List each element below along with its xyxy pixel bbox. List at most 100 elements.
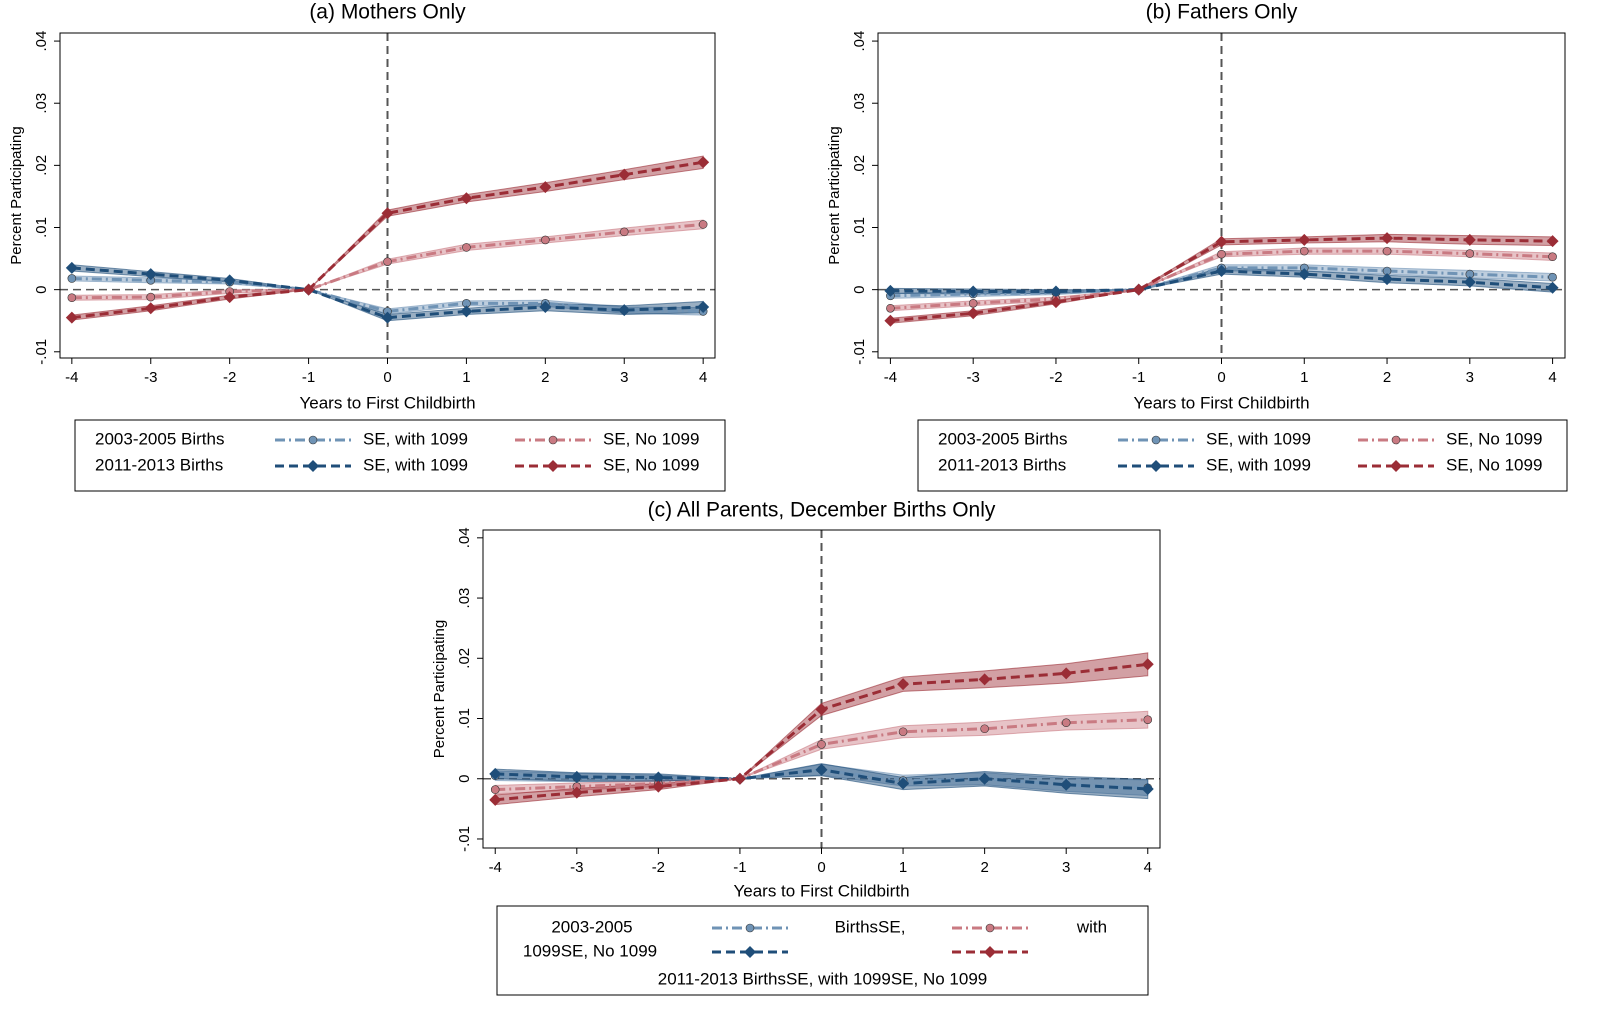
legend-label: 1099SE, No 1099	[523, 941, 657, 960]
marker	[897, 678, 910, 691]
y-tick-label: .04	[33, 31, 50, 52]
legend-label: BirthsSE,	[835, 917, 906, 936]
marker	[1215, 235, 1228, 248]
marker	[697, 156, 710, 169]
y-tick-label: .01	[456, 708, 473, 729]
x-tick-label: 3	[1062, 859, 1070, 876]
x-tick-label: 3	[1466, 369, 1474, 386]
y-axis-label: Percent Participating	[8, 126, 25, 264]
y-tick-label: 0	[456, 775, 473, 783]
legend-box	[496, 905, 1149, 996]
marker	[462, 243, 471, 252]
marker	[570, 786, 583, 799]
chart-title: (a) Mothers Only	[309, 1, 466, 24]
y-tick-label: .04	[851, 31, 868, 52]
x-tick-label: -4	[884, 369, 897, 386]
x-tick-label: 4	[699, 369, 707, 386]
legend-marker	[745, 923, 755, 933]
marker	[1465, 249, 1475, 258]
x-axis-label: Years to First Childbirth	[1133, 393, 1309, 412]
marker	[1141, 782, 1154, 795]
y-tick-label: .03	[456, 588, 473, 609]
marker	[460, 192, 473, 205]
legend-marker	[547, 460, 559, 472]
marker	[618, 304, 631, 317]
marker	[815, 703, 828, 716]
legend-group: 2011-2013 Births	[938, 455, 1066, 474]
marker	[1548, 252, 1557, 262]
legend-label: SE, No 1099	[603, 429, 699, 448]
legend-label: SE, No 1099	[603, 455, 699, 474]
marker	[1299, 246, 1309, 256]
marker	[489, 793, 502, 806]
chart-title: (b) Fathers Only	[1146, 1, 1298, 24]
legend-label: with	[1076, 917, 1107, 936]
marker	[698, 220, 708, 229]
y-tick-label: .02	[33, 155, 50, 176]
marker	[884, 284, 897, 297]
legend-group: 2003-2005 Births	[938, 429, 1067, 448]
legend-box	[74, 419, 726, 492]
legend-marker	[308, 435, 318, 445]
x-tick-label: -3	[144, 369, 157, 386]
marker	[144, 302, 157, 315]
chart-title: (c) All Parents, December Births Only	[648, 499, 996, 522]
marker	[381, 207, 394, 220]
legend-label: SE, with 1099	[1206, 455, 1311, 474]
marker	[1049, 296, 1062, 309]
series-line	[890, 236, 1553, 323]
marker	[489, 767, 502, 780]
y-tick-label: .02	[456, 648, 473, 669]
legend-label: SE, with 1099	[1206, 429, 1311, 448]
x-tick-label: -1	[302, 369, 315, 386]
x-tick-label: -2	[652, 859, 665, 876]
marker	[619, 227, 629, 237]
marker	[67, 274, 77, 283]
marker	[1463, 276, 1476, 289]
y-tick-label: -.01	[33, 339, 50, 365]
marker	[144, 268, 157, 281]
marker	[146, 292, 156, 302]
marker	[618, 168, 631, 181]
x-tick-label: 1	[462, 369, 470, 386]
marker	[897, 777, 910, 790]
marker	[1381, 232, 1394, 245]
x-tick-label: 0	[1217, 369, 1225, 386]
legend-label: SE, with 1099	[363, 429, 468, 448]
marker	[67, 293, 77, 303]
series-line	[71, 266, 704, 320]
legend-label: SE, No 1099	[1446, 455, 1542, 474]
y-tick-label: .01	[33, 217, 50, 238]
marker	[978, 772, 991, 785]
legend-marker	[548, 435, 558, 445]
y-tick-label: -.01	[456, 826, 473, 852]
legend-marker	[744, 946, 756, 958]
x-tick-label: -4	[489, 859, 502, 876]
marker	[967, 285, 980, 298]
series-line	[890, 269, 1553, 294]
x-tick-label: 0	[817, 859, 825, 876]
legend-label: 2011-2013 BirthsSE, with 1099SE, No 1099	[658, 969, 988, 988]
series-line	[890, 266, 1553, 298]
y-tick-label: 0	[851, 285, 868, 293]
x-tick-label: -4	[65, 369, 78, 386]
marker	[1298, 233, 1311, 246]
x-tick-label: 0	[383, 369, 391, 386]
y-tick-label: .02	[851, 155, 868, 176]
y-axis-label: Percent Participating	[431, 620, 448, 758]
marker	[968, 299, 978, 308]
marker	[815, 763, 828, 776]
plot-frame	[59, 32, 716, 359]
marker	[1381, 273, 1394, 286]
marker	[490, 785, 500, 794]
marker	[65, 311, 78, 324]
y-tick-label: .03	[33, 93, 50, 114]
marker	[1060, 667, 1073, 680]
x-tick-label: 4	[1548, 369, 1556, 386]
marker	[1061, 718, 1071, 728]
x-tick-label: 1	[1300, 369, 1308, 386]
legend-label: 2003-2005	[551, 917, 632, 936]
x-tick-label: 3	[620, 369, 628, 386]
